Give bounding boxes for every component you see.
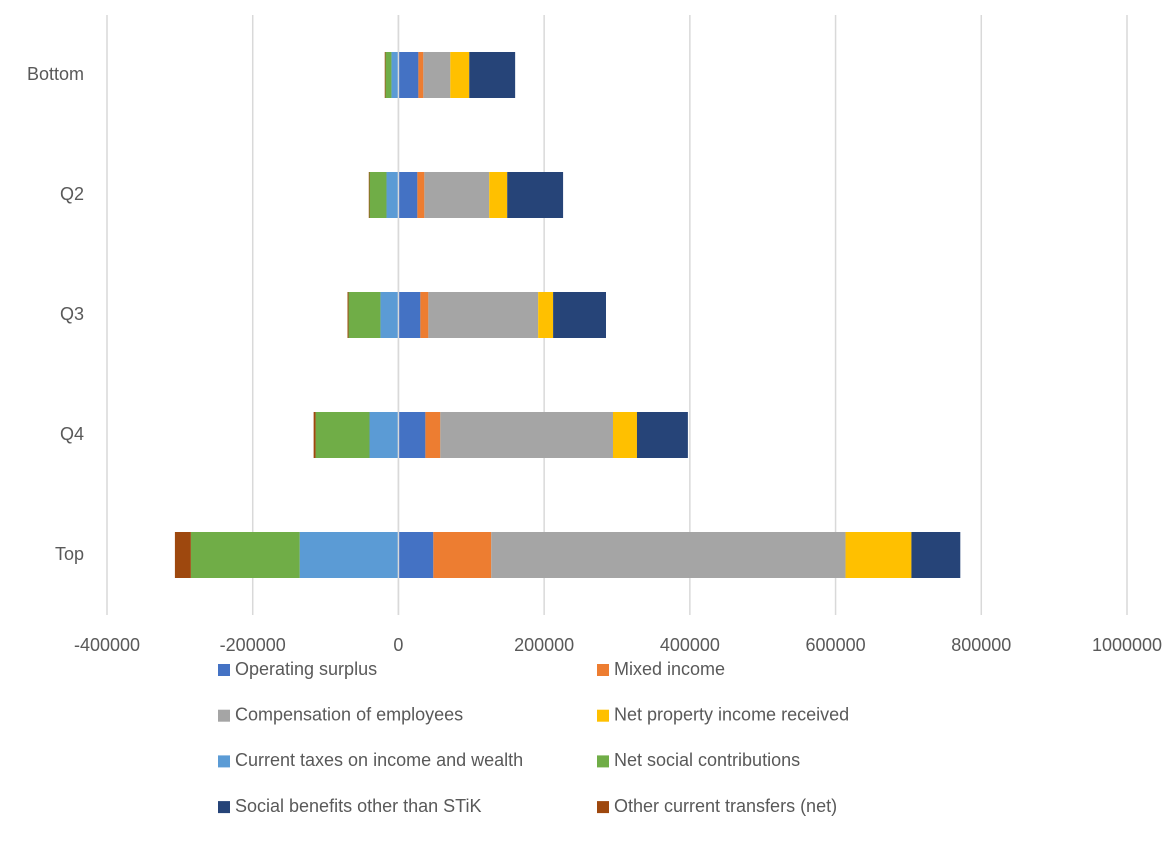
legend-swatch xyxy=(218,709,230,722)
bar-segment xyxy=(450,52,470,98)
legend-swatch xyxy=(597,709,609,722)
bar-segment xyxy=(313,412,316,458)
legend-swatch xyxy=(597,664,609,676)
bar-segment xyxy=(174,532,191,578)
bar-segment xyxy=(315,412,370,458)
bar-segment xyxy=(612,412,637,458)
bar-segment xyxy=(425,412,441,458)
legend-swatch xyxy=(597,755,609,768)
x-tick-label: -400000 xyxy=(74,635,140,655)
legend-swatch xyxy=(218,801,230,814)
bar-segment xyxy=(398,532,434,578)
bar-segment xyxy=(398,52,419,98)
bar-segment xyxy=(911,532,961,578)
legend-label: Mixed income xyxy=(614,659,725,679)
x-tick-label: -200000 xyxy=(220,635,286,655)
legend-label: Net social contributions xyxy=(614,750,800,770)
bar-segment xyxy=(385,52,392,98)
x-tick-label: 800000 xyxy=(951,635,1011,655)
y-tick-label: Q3 xyxy=(60,304,84,324)
bar-segment xyxy=(386,172,399,218)
bar-segment xyxy=(489,172,508,218)
bar-segment xyxy=(391,52,399,98)
bar-segment xyxy=(428,292,539,338)
bar-segment xyxy=(440,412,613,458)
y-tick-label: Q4 xyxy=(60,424,84,444)
bar-segment xyxy=(418,52,424,98)
bar-segment xyxy=(299,532,399,578)
x-tick-label: 600000 xyxy=(806,635,866,655)
legend-label: Operating surplus xyxy=(235,659,377,679)
y-tick-label: Top xyxy=(55,544,84,564)
bar-segment xyxy=(417,172,425,218)
legend-label: Compensation of employees xyxy=(235,704,463,724)
y-tick-label: Q2 xyxy=(60,184,84,204)
legend-swatch xyxy=(218,755,230,768)
legend-label: Social benefits other than STiK xyxy=(235,796,481,816)
legend-label: Other current transfers (net) xyxy=(614,796,837,816)
bar-segment xyxy=(420,292,429,338)
bar-segment xyxy=(398,412,426,458)
bar-segment xyxy=(384,52,386,98)
bar-segment xyxy=(507,172,564,218)
bar-segment xyxy=(424,172,490,218)
legend-label: Net property income received xyxy=(614,704,849,724)
bar-segment xyxy=(636,412,688,458)
x-tick-label: 1000000 xyxy=(1092,635,1162,655)
bar-segment xyxy=(423,52,451,98)
bar-segment xyxy=(553,292,606,338)
x-tick-label: 200000 xyxy=(514,635,574,655)
bar-segment xyxy=(845,532,912,578)
bar-segment xyxy=(369,172,387,218)
bar-segment xyxy=(538,292,554,338)
bar-segment xyxy=(491,532,846,578)
bar-segment xyxy=(368,172,370,218)
x-tick-label: 0 xyxy=(393,635,403,655)
bar-segment xyxy=(433,532,492,578)
bar-segment xyxy=(398,172,418,218)
bar-segment xyxy=(380,292,399,338)
legend-swatch xyxy=(218,664,230,676)
bar-segment xyxy=(398,292,421,338)
bar-segment xyxy=(190,532,300,578)
x-tick-label: 400000 xyxy=(660,635,720,655)
bar-segment xyxy=(469,52,516,98)
legend-label: Current taxes on income and wealth xyxy=(235,750,523,770)
legend-swatch xyxy=(597,801,609,814)
bar-segment xyxy=(348,292,381,338)
y-tick-label: Bottom xyxy=(27,64,84,84)
bar-segment xyxy=(369,412,399,458)
bar-segment xyxy=(347,292,349,338)
